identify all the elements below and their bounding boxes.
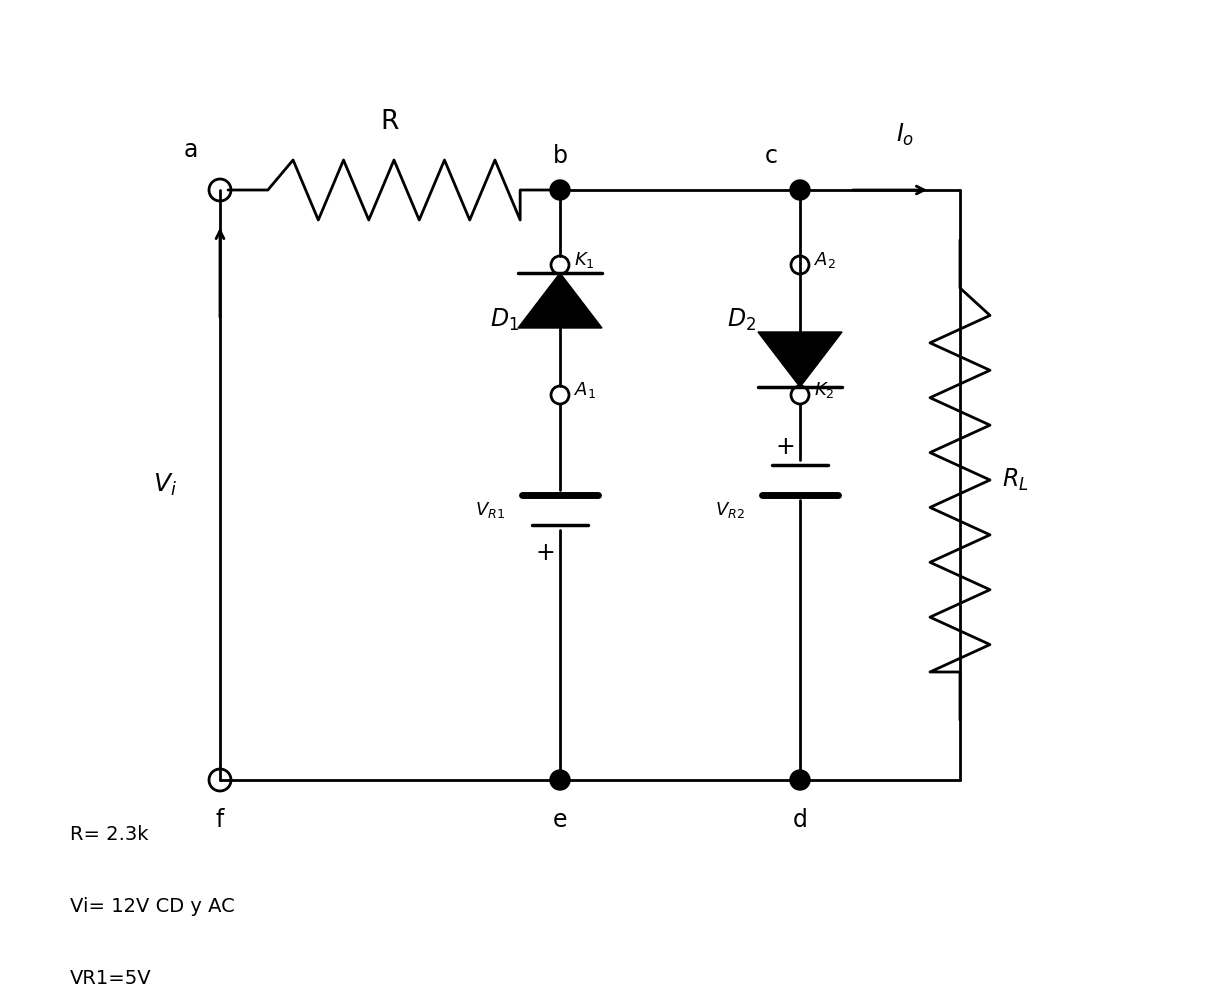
Circle shape (790, 180, 810, 200)
Text: c: c (765, 144, 779, 168)
Text: a: a (184, 138, 199, 162)
Polygon shape (758, 332, 842, 387)
Text: $A_1$: $A_1$ (574, 380, 596, 400)
Text: $V_{R1}$: $V_{R1}$ (474, 500, 505, 520)
Text: $V_i$: $V_i$ (153, 472, 177, 498)
Circle shape (790, 770, 810, 790)
Text: +: + (535, 541, 555, 565)
Text: $V_{R2}$: $V_{R2}$ (715, 500, 745, 520)
Text: $R_L$: $R_L$ (1002, 467, 1029, 493)
Text: VR1=5V: VR1=5V (70, 970, 152, 988)
Circle shape (550, 180, 570, 200)
Text: d: d (792, 808, 808, 832)
Text: +: + (775, 435, 794, 459)
Text: R: R (381, 109, 400, 135)
Circle shape (550, 770, 570, 790)
Text: $D_1$: $D_1$ (490, 307, 520, 333)
Polygon shape (519, 273, 602, 328)
Text: $D_2$: $D_2$ (727, 307, 756, 333)
Text: $I_o$: $I_o$ (896, 122, 915, 148)
Text: f: f (216, 808, 224, 832)
Text: Vi= 12V CD y AC: Vi= 12V CD y AC (70, 898, 234, 916)
Text: $K_2$: $K_2$ (814, 380, 835, 400)
Text: R= 2.3k: R= 2.3k (70, 826, 148, 844)
Text: b: b (553, 144, 568, 168)
Text: e: e (553, 808, 568, 832)
Text: $K_1$: $K_1$ (574, 250, 595, 270)
Text: $A_2$: $A_2$ (814, 250, 836, 270)
